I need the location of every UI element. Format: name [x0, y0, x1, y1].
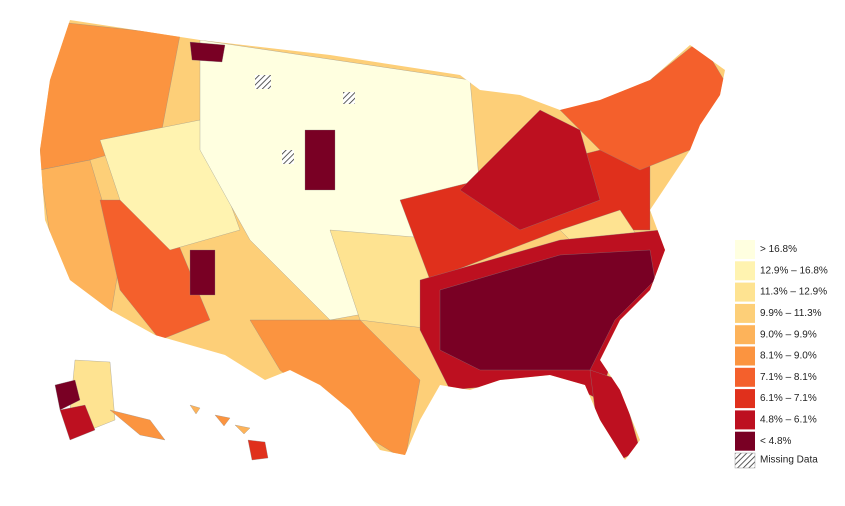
legend-label: 4.8% – 6.1%	[760, 415, 817, 426]
legend-swatch	[735, 431, 755, 451]
region	[189, 41, 226, 63]
legend-label: < 4.8%	[760, 436, 792, 447]
region	[109, 409, 166, 441]
alaska	[54, 359, 166, 441]
region	[589, 369, 641, 460]
legend-label: 6.1% – 7.1%	[760, 393, 817, 404]
region	[54, 379, 81, 411]
legend-swatch	[735, 261, 755, 281]
legend: > 16.8% 12.9% – 16.8% 11.3% – 12.9% 9.9% – …	[735, 240, 828, 451]
hawaii	[189, 404, 269, 461]
missing-area	[282, 150, 294, 164]
region	[459, 109, 601, 231]
legend-label: 12.9% – 16.8%	[760, 265, 828, 276]
legend-swatch	[735, 282, 755, 302]
legend-label: > 16.8%	[760, 244, 797, 255]
region	[439, 249, 656, 371]
legend-label: 9.0% – 9.9%	[760, 329, 817, 340]
region	[214, 414, 231, 427]
region	[304, 129, 336, 191]
region	[234, 424, 251, 435]
region	[189, 249, 216, 296]
region	[189, 404, 201, 415]
legend-swatch	[735, 303, 755, 323]
region	[249, 319, 421, 460]
missing-label: Missing Data	[760, 455, 818, 466]
region	[247, 439, 269, 461]
legend-swatch	[735, 410, 755, 430]
region	[59, 404, 96, 441]
legend-swatch	[735, 240, 755, 259]
legend-label: 11.3% – 12.9%	[760, 287, 827, 298]
legend-swatch	[735, 367, 755, 387]
legend-swatch	[735, 325, 755, 345]
missing-area	[255, 75, 271, 89]
missing-swatch	[734, 452, 756, 469]
legend-label: 7.1% – 8.1%	[760, 372, 817, 383]
legend-label: 8.1% – 9.0%	[760, 351, 817, 362]
legend-label: 9.9% – 11.3%	[760, 308, 822, 319]
legend-swatch	[735, 346, 755, 366]
missing-area	[343, 92, 355, 104]
legend-swatch	[735, 389, 755, 409]
